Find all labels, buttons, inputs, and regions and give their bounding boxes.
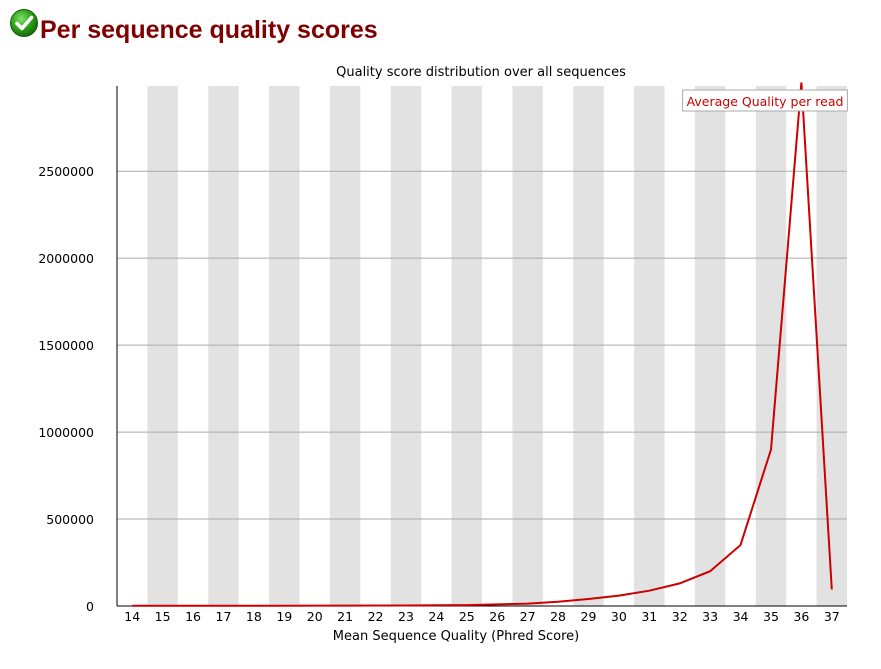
x-tick-label: 22 <box>368 609 384 624</box>
band-35 <box>755 86 787 606</box>
legend: Average Quality per read <box>682 89 848 112</box>
x-tick-label: 31 <box>641 609 657 624</box>
report-header: Per sequence quality scores <box>9 8 378 48</box>
y-tick-label: 0 <box>86 599 94 614</box>
x-tick-label: 27 <box>520 609 536 624</box>
band-33 <box>694 86 726 606</box>
legend-box <box>682 89 848 112</box>
x-axis-label: Mean Sequence Quality (Phred Score) <box>333 629 579 644</box>
band-19 <box>269 86 300 606</box>
band-29 <box>573 86 604 606</box>
x-tick-label: 14 <box>124 609 140 624</box>
x-tick-label: 26 <box>489 609 505 624</box>
x-tick-label: 30 <box>611 609 627 624</box>
band-31 <box>634 86 665 606</box>
x-tick-label: 32 <box>672 609 688 624</box>
series-line-0 <box>132 82 833 607</box>
x-tick-label: 34 <box>733 609 749 624</box>
check-circle-icon <box>10 9 38 37</box>
y-tick-label: 500000 <box>46 512 94 527</box>
x-tick-label: 25 <box>459 609 475 624</box>
x-tick-label: 20 <box>307 609 323 624</box>
gridlines <box>117 170 847 520</box>
band-25 <box>451 86 482 606</box>
x-tick-label: 15 <box>155 609 171 624</box>
x-tick-label: 24 <box>428 609 444 624</box>
series-lines <box>132 82 833 607</box>
x-tick-label: 28 <box>550 609 566 624</box>
x-tick-label: 16 <box>185 609 201 624</box>
x-tick-label: 17 <box>216 609 232 624</box>
y-tick-label: 2500000 <box>38 164 94 179</box>
page-title: Per sequence quality scores <box>40 15 378 44</box>
band-23 <box>390 86 422 606</box>
x-tick-label: 37 <box>824 609 840 624</box>
x-tick-label: 23 <box>398 609 414 624</box>
y-tick-label: 1500000 <box>38 338 94 353</box>
alternating-bands <box>147 86 847 606</box>
y-tick-labels: 0 500000 1000000 1500000 2000000 2500000 <box>38 164 94 614</box>
x-tick-label: 29 <box>581 609 597 624</box>
band-15 <box>147 86 178 606</box>
band-37 <box>816 86 847 606</box>
band-17 <box>208 86 239 606</box>
legend-entry: Average Quality per read <box>687 94 844 109</box>
x-tick-label: 33 <box>702 609 718 624</box>
x-tick-label: 21 <box>337 609 353 624</box>
x-tick-label: 36 <box>793 609 809 624</box>
x-tick-label: 35 <box>763 609 779 624</box>
x-tick-label: 18 <box>246 609 262 624</box>
band-27 <box>512 86 543 606</box>
y-tick-label: 1000000 <box>38 425 94 440</box>
band-21 <box>329 86 361 606</box>
chart-title: Quality score distribution over all sequ… <box>336 65 626 80</box>
x-tick-labels: 14 15 16 17 18 19 20 21 22 23 24 25 26 27 28 29 30 31 32 33… <box>124 609 839 624</box>
y-tick-label: 2000000 <box>38 251 94 266</box>
x-tick-label: 19 <box>276 609 292 624</box>
